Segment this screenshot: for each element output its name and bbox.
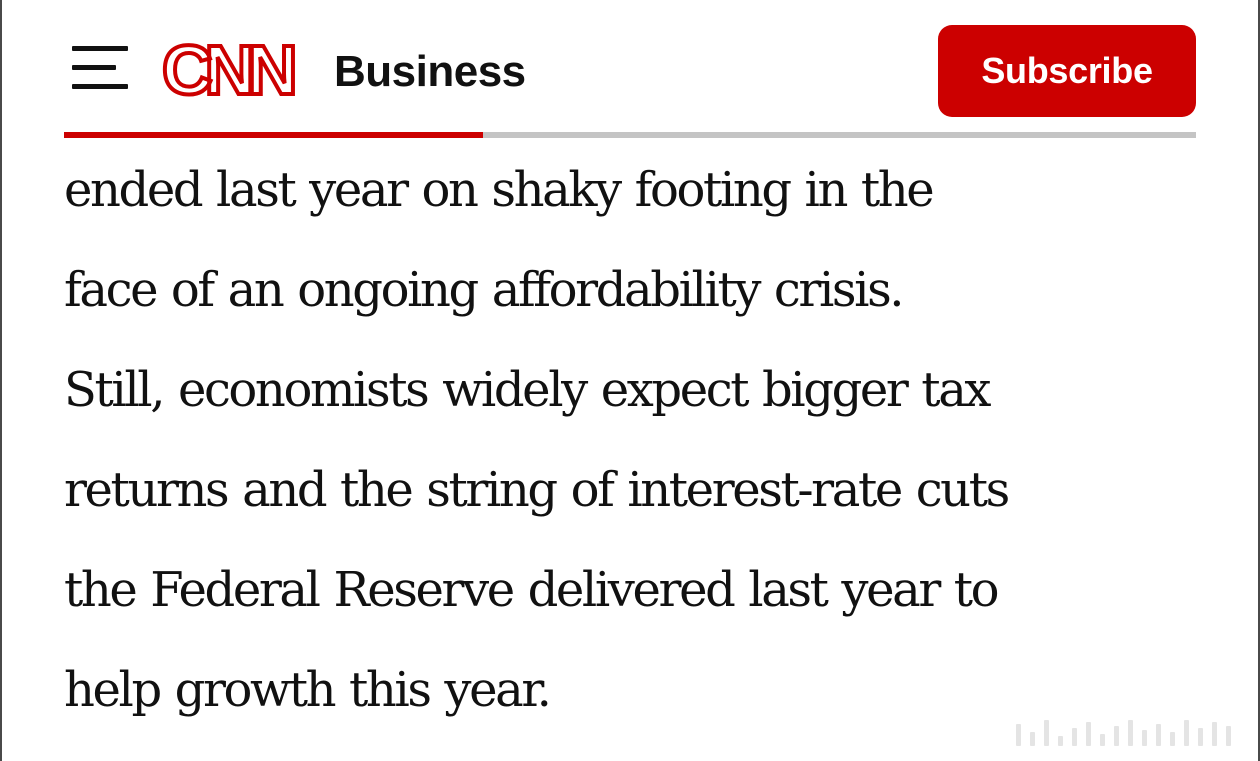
watermark-bar (1128, 720, 1133, 746)
menu-icon-line (72, 65, 116, 70)
section-title[interactable]: Business (334, 47, 526, 96)
watermark (1016, 716, 1252, 746)
article-text-line: face of an ongoing affordability crisis. (64, 262, 905, 318)
watermark-bar (1212, 722, 1217, 746)
left-edge (0, 0, 2, 761)
reading-progress-fill (64, 132, 483, 138)
hamburger-menu-icon[interactable] (72, 46, 128, 90)
article-body: ended last year on shaky footing in the … (64, 140, 1214, 740)
watermark-bar (1058, 736, 1063, 746)
watermark-bar (1142, 730, 1147, 746)
cnn-logo-text: CNN (160, 31, 300, 109)
site-header: CNN Business Subscribe (0, 0, 1260, 140)
right-edge (1258, 0, 1260, 761)
watermark-bar (1114, 726, 1119, 746)
watermark-bar (1072, 728, 1077, 746)
watermark-bar (1184, 720, 1189, 746)
watermark-bar (1100, 734, 1105, 746)
menu-icon-line (72, 84, 128, 89)
subscribe-button[interactable]: Subscribe (938, 25, 1196, 117)
article-text-line: the Federal Reserve delivered last year … (64, 562, 1000, 618)
watermark-bar (1156, 724, 1161, 746)
watermark-bar (1016, 724, 1021, 746)
cnn-logo[interactable]: CNN (160, 31, 308, 109)
watermark-bar (1198, 728, 1203, 746)
article-text-line: Still, economists widely expect bigger t… (64, 362, 991, 418)
menu-icon-line (72, 46, 128, 51)
watermark-bar (1030, 732, 1035, 746)
watermark-bar (1226, 726, 1231, 746)
watermark-bar (1086, 722, 1091, 746)
watermark-bar (1170, 732, 1175, 746)
watermark-bar (1044, 720, 1049, 746)
article-text-line: help growth this year. (64, 662, 552, 718)
article-text-line: returns and the string of interest-rate … (64, 462, 1010, 518)
reading-progress-bar (64, 132, 1196, 138)
article-text-line: ended last year on shaky footing in the (64, 162, 935, 218)
